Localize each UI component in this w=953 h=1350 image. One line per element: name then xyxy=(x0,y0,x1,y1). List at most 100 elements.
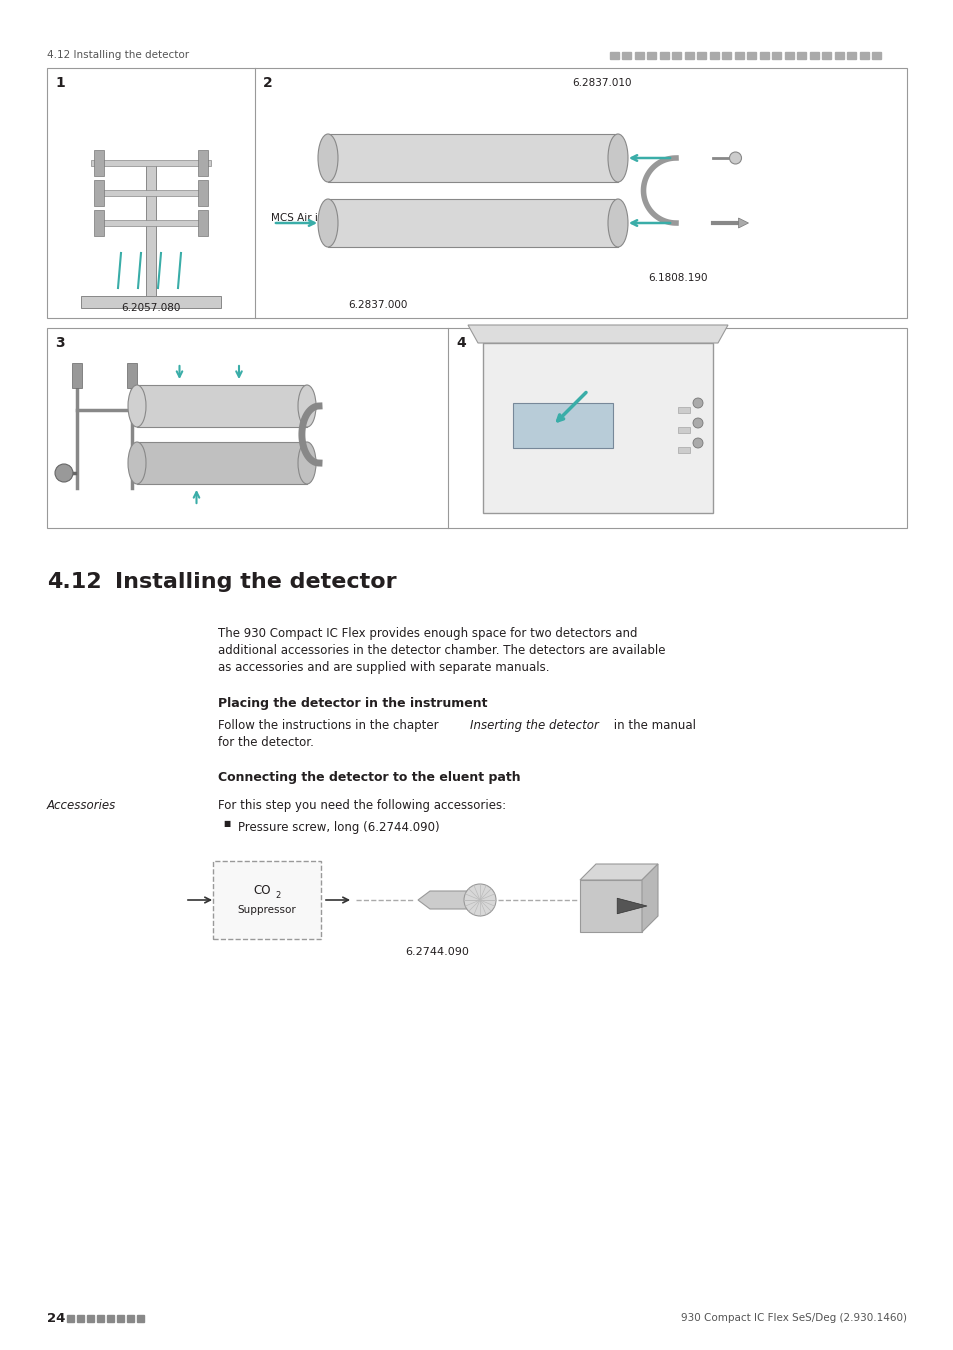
Bar xyxy=(859,53,868,59)
Bar xyxy=(47,68,906,319)
Bar xyxy=(107,1315,113,1322)
Text: 6.2057.080: 6.2057.080 xyxy=(121,302,180,313)
Bar xyxy=(622,53,631,59)
Bar xyxy=(678,406,689,413)
Bar xyxy=(772,53,781,59)
Bar xyxy=(809,53,818,59)
Text: 2: 2 xyxy=(263,76,273,90)
Bar xyxy=(94,150,104,176)
Bar xyxy=(797,53,805,59)
Bar xyxy=(635,53,643,59)
Text: MCS Air in: MCS Air in xyxy=(271,213,324,223)
Bar xyxy=(94,211,104,236)
Circle shape xyxy=(463,884,496,917)
Bar xyxy=(87,1315,94,1322)
Bar xyxy=(721,53,731,59)
Bar xyxy=(146,161,156,296)
Bar xyxy=(328,198,618,247)
Bar xyxy=(198,150,208,176)
Bar xyxy=(609,53,618,59)
Bar xyxy=(328,134,618,182)
Text: 6.1808.190: 6.1808.190 xyxy=(647,273,707,284)
Bar xyxy=(198,180,208,207)
Circle shape xyxy=(692,437,702,448)
Text: 6.2837.000: 6.2837.000 xyxy=(348,300,407,310)
Bar xyxy=(127,1315,133,1322)
Polygon shape xyxy=(641,864,658,931)
Bar xyxy=(127,363,137,387)
Polygon shape xyxy=(617,898,646,914)
Ellipse shape xyxy=(297,441,315,485)
Text: Inserting the detector: Inserting the detector xyxy=(470,720,598,732)
Circle shape xyxy=(729,153,740,163)
Bar xyxy=(117,1315,124,1322)
Text: in the manual: in the manual xyxy=(609,720,696,732)
Bar xyxy=(684,53,693,59)
Bar xyxy=(678,447,689,454)
Text: for the detector.: for the detector. xyxy=(218,736,314,749)
Bar xyxy=(213,861,320,940)
Text: as accessories and are supplied with separate manuals.: as accessories and are supplied with sep… xyxy=(218,662,549,674)
Bar xyxy=(67,1315,74,1322)
Bar xyxy=(747,53,756,59)
Bar xyxy=(77,1315,84,1322)
Text: Connecting the detector to the eluent path: Connecting the detector to the eluent pa… xyxy=(218,771,520,784)
Bar xyxy=(137,1315,144,1322)
Circle shape xyxy=(692,418,702,428)
Circle shape xyxy=(55,464,73,482)
Text: 3: 3 xyxy=(55,336,65,350)
Ellipse shape xyxy=(317,134,337,182)
Bar xyxy=(872,53,881,59)
Text: Follow the instructions in the chapter: Follow the instructions in the chapter xyxy=(218,720,442,732)
Text: 4: 4 xyxy=(456,336,465,350)
Text: 4.12: 4.12 xyxy=(47,572,102,593)
Bar xyxy=(846,53,856,59)
Text: 6.2744.090: 6.2744.090 xyxy=(405,946,469,957)
Bar xyxy=(834,53,843,59)
Text: 6.2837.010: 6.2837.010 xyxy=(572,78,632,88)
Bar xyxy=(579,880,641,932)
Bar xyxy=(647,53,656,59)
Bar xyxy=(672,53,680,59)
Ellipse shape xyxy=(607,134,627,182)
Text: The 930 Compact IC Flex provides enough space for two detectors and: The 930 Compact IC Flex provides enough … xyxy=(218,626,637,640)
Ellipse shape xyxy=(607,198,627,247)
Text: 24: 24 xyxy=(47,1311,66,1324)
Bar xyxy=(198,211,208,236)
Bar xyxy=(81,296,221,308)
Bar xyxy=(47,328,906,528)
Ellipse shape xyxy=(317,198,337,247)
Ellipse shape xyxy=(128,385,146,427)
Text: ■: ■ xyxy=(223,819,230,828)
Bar xyxy=(709,53,719,59)
Bar xyxy=(697,53,706,59)
Text: Installing the detector: Installing the detector xyxy=(115,572,396,593)
Bar xyxy=(137,385,307,427)
Bar xyxy=(482,343,712,513)
Ellipse shape xyxy=(297,385,315,427)
Text: additional accessories in the detector chamber. The detectors are available: additional accessories in the detector c… xyxy=(218,644,665,657)
Bar xyxy=(734,53,743,59)
Bar xyxy=(101,190,201,196)
Polygon shape xyxy=(468,325,727,343)
Text: Accessories: Accessories xyxy=(47,799,116,811)
Text: Placing the detector in the instrument: Placing the detector in the instrument xyxy=(218,697,487,710)
Text: For this step you need the following accessories:: For this step you need the following acc… xyxy=(218,799,506,811)
Bar xyxy=(659,53,668,59)
Text: 2: 2 xyxy=(274,891,280,899)
Polygon shape xyxy=(579,864,658,880)
Bar xyxy=(678,427,689,433)
Ellipse shape xyxy=(128,441,146,485)
Bar xyxy=(91,161,211,166)
Bar xyxy=(97,1315,104,1322)
Text: 4.12 Installing the detector: 4.12 Installing the detector xyxy=(47,50,189,59)
Bar xyxy=(821,53,831,59)
Bar xyxy=(94,180,104,207)
Bar xyxy=(137,441,307,485)
Circle shape xyxy=(692,398,702,408)
Bar xyxy=(760,53,768,59)
Bar xyxy=(513,404,613,448)
Polygon shape xyxy=(738,217,748,228)
Text: Suppressor: Suppressor xyxy=(237,904,296,915)
Text: 930 Compact IC Flex SeS/Deg (2.930.1460): 930 Compact IC Flex SeS/Deg (2.930.1460) xyxy=(680,1314,906,1323)
